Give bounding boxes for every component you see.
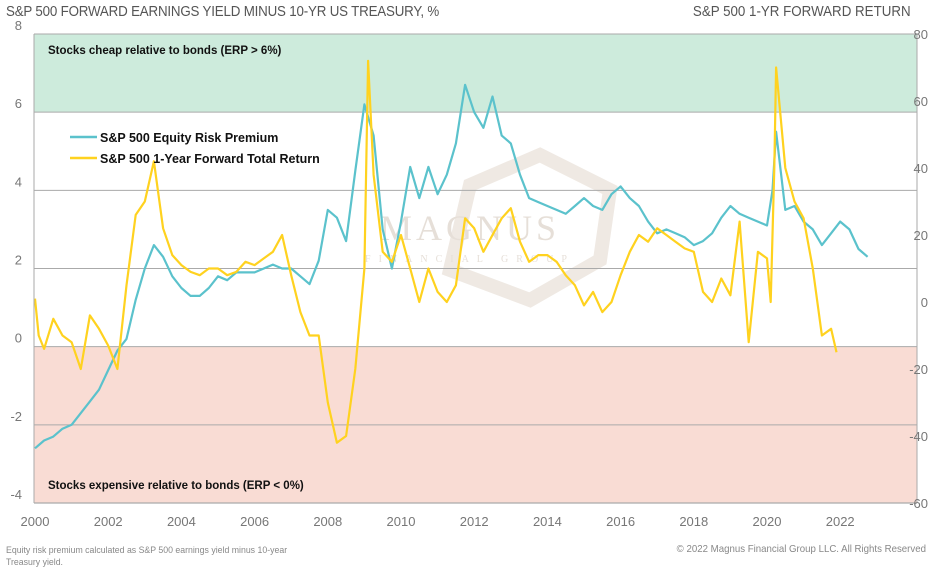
x-tick: 2008 bbox=[313, 514, 342, 529]
y-tick-right: -60 bbox=[909, 496, 928, 511]
y-tick-left: -2 bbox=[10, 409, 22, 424]
y-tick-left: 4 bbox=[15, 174, 22, 189]
watermark-subtext: FINANCIAL GROUP bbox=[365, 254, 575, 265]
footnote: Equity risk premium calculated as S&P 50… bbox=[6, 545, 288, 568]
y-tick-right: 60 bbox=[914, 94, 928, 109]
copyright: © 2022 Magnus Financial Group LLC. All R… bbox=[676, 543, 926, 555]
cheap-zone bbox=[34, 34, 917, 113]
y-tick-right: 40 bbox=[914, 161, 928, 176]
x-tick: 2012 bbox=[460, 514, 489, 529]
series-lines bbox=[33, 59, 869, 450]
chart-title-left: S&P 500 FORWARD EARNINGS YIELD MINUS 10-… bbox=[6, 4, 440, 20]
zone-labels: Stocks cheap relative to bonds (ERP > 6%… bbox=[48, 45, 304, 492]
y-tick-left: 0 bbox=[15, 331, 22, 346]
y-tick-right: 20 bbox=[914, 228, 928, 243]
forward-return-line bbox=[33, 59, 838, 444]
x-tick: 2006 bbox=[240, 514, 269, 529]
x-tick: 2018 bbox=[679, 514, 708, 529]
plot-frame bbox=[33, 33, 918, 504]
x-tick: 2002 bbox=[94, 514, 123, 529]
cheap-zone-label: Stocks cheap relative to bonds (ERP > 6%… bbox=[48, 45, 282, 57]
watermark-logo: MAGNUS FINANCIAL GROUP bbox=[365, 147, 618, 308]
y-tick-left: 2 bbox=[15, 253, 22, 268]
y-tick-left: 6 bbox=[15, 96, 22, 111]
y-tick-right: 0 bbox=[921, 295, 928, 310]
x-tick: 2000 bbox=[21, 514, 50, 529]
chart-title-right: S&P 500 1-YR FORWARD RETURN bbox=[693, 4, 911, 20]
y-tick-left: -4 bbox=[10, 487, 22, 502]
legend-label-return: S&P 500 1-Year Forward Total Return bbox=[100, 152, 320, 166]
x-tick: 2016 bbox=[606, 514, 635, 529]
x-tick: 2014 bbox=[533, 514, 562, 529]
watermark-shape bbox=[441, 147, 618, 308]
y-tick-right: 80 bbox=[914, 27, 928, 42]
x-tick: 2022 bbox=[826, 514, 855, 529]
y-tick-right: -20 bbox=[909, 362, 928, 377]
legend: S&P 500 Equity Risk Premium S&P 500 1-Yea… bbox=[70, 131, 320, 166]
x-tick: 2004 bbox=[167, 514, 196, 529]
watermark-text: MAGNUS bbox=[380, 208, 560, 248]
erp-line bbox=[34, 83, 869, 450]
y-tick-right: -40 bbox=[909, 429, 928, 444]
y-tick-left: 8 bbox=[15, 18, 22, 33]
x-tick: 2020 bbox=[753, 514, 782, 529]
x-tick: 2010 bbox=[387, 514, 416, 529]
expensive-zone-label: Stocks expensive relative to bonds (ERP … bbox=[48, 480, 304, 492]
legend-label-erp: S&P 500 Equity Risk Premium bbox=[100, 131, 278, 145]
